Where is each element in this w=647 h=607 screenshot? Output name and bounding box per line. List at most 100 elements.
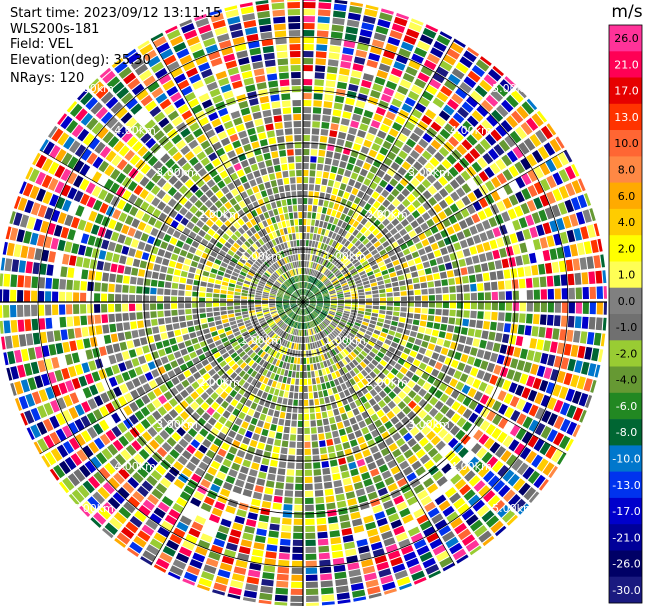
velocity-bin — [350, 511, 361, 520]
velocity-bin — [334, 316, 341, 321]
velocity-bin — [438, 500, 451, 512]
velocity-bin — [362, 321, 369, 327]
velocity-bin — [307, 364, 311, 371]
velocity-bin — [245, 519, 257, 527]
velocity-bin — [413, 405, 422, 414]
velocity-bin — [343, 389, 351, 397]
velocity-bin — [312, 342, 316, 349]
velocity-bin — [365, 374, 373, 383]
velocity-bin — [359, 442, 369, 451]
velocity-bin — [559, 329, 567, 341]
velocity-bin — [394, 332, 402, 339]
velocity-bin — [303, 385, 308, 392]
velocity-bin — [444, 357, 453, 366]
velocity-bin — [474, 403, 484, 414]
velocity-bin — [411, 374, 420, 383]
velocity-bin — [296, 364, 300, 371]
velocity-bin — [388, 513, 400, 523]
velocity-bin — [351, 304, 358, 308]
velocity-bin — [378, 314, 385, 319]
velocity-bin — [428, 358, 437, 367]
velocity-bin — [231, 462, 241, 471]
velocity-bin — [480, 360, 489, 370]
velocity-bin — [365, 485, 376, 494]
velocity-bin — [270, 459, 278, 467]
velocity-bin — [352, 384, 360, 392]
velocity-bin — [434, 345, 442, 353]
velocity-bin — [467, 328, 475, 337]
velocity-bin — [565, 388, 575, 402]
velocity-bin — [323, 306, 330, 309]
velocity-bin — [314, 483, 323, 490]
velocity-bin — [442, 562, 455, 572]
velocity-bin — [473, 480, 486, 492]
velocity-bin — [272, 358, 278, 365]
velocity-bin — [427, 483, 439, 494]
velocity-bin — [260, 351, 266, 358]
velocity-bin — [367, 461, 377, 471]
velocity-bin — [519, 446, 532, 460]
velocity-bin — [388, 381, 396, 390]
velocity-bin — [596, 302, 603, 315]
velocity-bin — [320, 573, 333, 581]
velocity-bin — [536, 365, 546, 378]
velocity-bin — [349, 314, 357, 319]
velocity-bin — [308, 350, 312, 357]
velocity-bin — [392, 432, 402, 442]
velocity-bin — [377, 441, 387, 450]
velocity-bin — [450, 425, 460, 436]
velocity-bin — [481, 330, 489, 340]
velocity-bin — [294, 511, 303, 518]
velocity-bin — [311, 320, 316, 327]
velocity-bin — [264, 487, 274, 495]
velocity-bin — [491, 427, 502, 440]
velocity-bin — [373, 344, 381, 351]
velocity-bin — [400, 302, 407, 307]
velocity-bin — [358, 405, 366, 413]
velocity-bin — [428, 302, 435, 308]
velocity-bin — [265, 363, 272, 370]
velocity-bin — [547, 302, 554, 313]
velocity-bin — [317, 316, 323, 322]
velocity-bin — [307, 329, 311, 336]
velocity-bin — [306, 595, 319, 602]
velocity-bin — [406, 496, 418, 506]
velocity-bin — [513, 371, 522, 383]
velocity-bin — [322, 330, 328, 337]
velocity-bin — [403, 449, 414, 459]
velocity-bin — [333, 317, 340, 323]
velocity-bin — [247, 446, 256, 455]
velocity-bin — [502, 379, 512, 391]
velocity-bin — [349, 417, 357, 425]
velocity-bin — [573, 330, 581, 343]
velocity-bin — [293, 532, 303, 539]
velocity-bin — [210, 544, 223, 554]
velocity-bin — [422, 382, 432, 391]
velocity-bin — [190, 497, 202, 507]
velocity-bin — [383, 588, 397, 595]
velocity-bin — [373, 367, 381, 375]
velocity-bin — [533, 474, 546, 489]
velocity-bin — [421, 340, 429, 348]
velocity-bin — [314, 319, 319, 325]
velocity-bin — [313, 311, 318, 316]
velocity-bin — [489, 374, 499, 385]
velocity-bin — [195, 546, 208, 556]
velocity-bin — [222, 481, 233, 491]
velocity-bin — [286, 341, 290, 348]
velocity-bin — [277, 337, 282, 344]
velocity-bin — [417, 489, 429, 500]
velocity-bin — [379, 302, 386, 306]
velocity-bin — [372, 504, 383, 514]
velocity-bin — [360, 350, 368, 357]
velocity-bin — [531, 454, 543, 468]
velocity-bin — [581, 361, 590, 375]
velocity-bin — [298, 343, 301, 350]
velocity-bin — [293, 321, 297, 328]
velocity-bin — [442, 302, 449, 309]
velocity-bin — [533, 438, 545, 452]
velocity-bin — [279, 411, 286, 419]
velocity-bin — [316, 304, 323, 306]
velocity-bin — [317, 426, 324, 434]
velocity-bin — [496, 354, 505, 365]
